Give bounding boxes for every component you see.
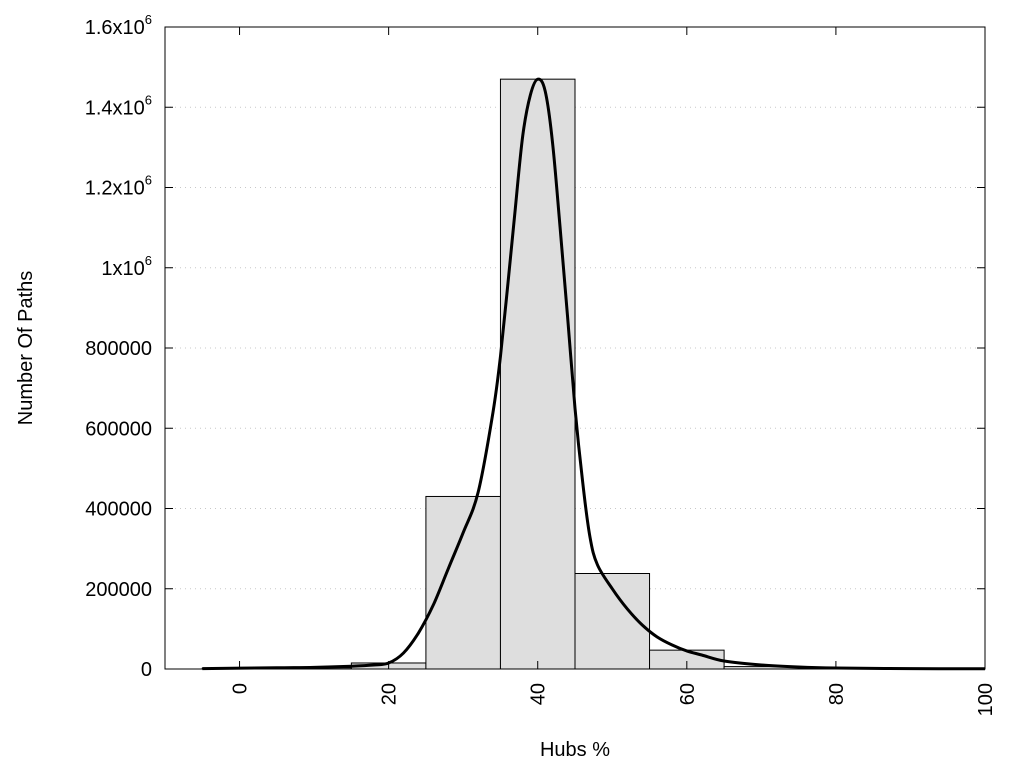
x-tick-label: 60 xyxy=(677,683,699,705)
bar-40 xyxy=(499,78,576,670)
x-tick-label: 0 xyxy=(230,683,252,694)
x-tick-labels: 0 20 40 60 80 100 xyxy=(230,683,997,716)
y-tick-label: 1.4x106 xyxy=(85,92,152,119)
x-tick-label: 40 xyxy=(528,683,550,705)
y-tick-label: 800000 xyxy=(85,338,152,360)
y-tick-label: 1.2x106 xyxy=(85,173,152,200)
fit-curve-line xyxy=(202,77,986,671)
bar-30 xyxy=(425,495,501,670)
y-tick-label: 400000 xyxy=(85,499,152,521)
x-tick-label: 20 xyxy=(379,683,401,705)
y-tick-label: 600000 xyxy=(85,418,152,440)
y-tick-label: 1.6x106 xyxy=(85,12,152,39)
fit-curve xyxy=(202,77,986,671)
bars xyxy=(201,78,949,670)
y-tick-label: 200000 xyxy=(85,579,152,601)
y-axis-title: Number Of Paths xyxy=(15,271,37,426)
y-tick-label: 0 xyxy=(141,659,152,681)
x-tick-label: 100 xyxy=(975,683,997,716)
x-tick-label: 80 xyxy=(826,683,848,705)
y-tick-labels: 0 200000 400000 600000 800000 1x106 1.2x106 1.4… xyxy=(85,12,152,681)
axis-ticks xyxy=(165,26,986,670)
x-axis-title: Hubs % xyxy=(540,739,610,761)
y-tick-label: 1x106 xyxy=(101,253,152,280)
